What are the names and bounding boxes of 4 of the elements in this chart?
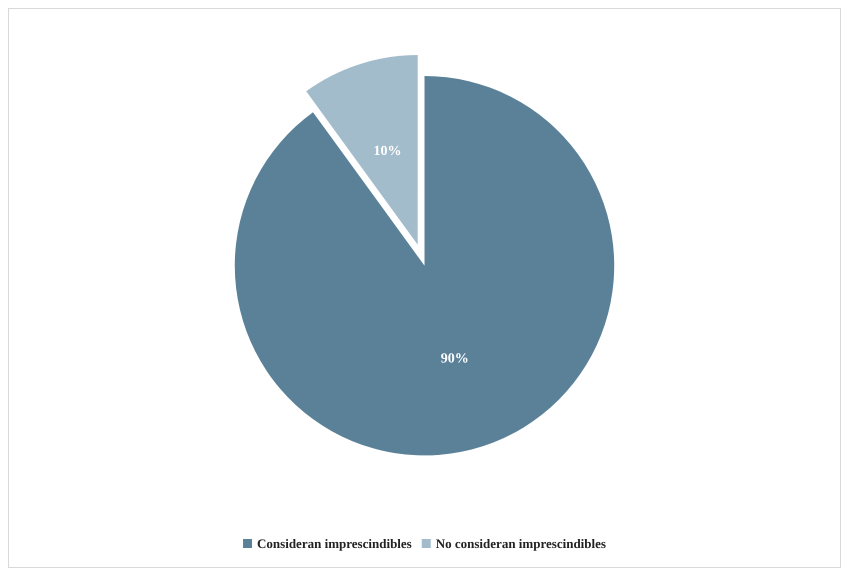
legend-label: No consideran imprescindibles bbox=[436, 536, 606, 551]
data-label: 90% bbox=[440, 351, 469, 366]
legend-label: Consideran imprescindibles bbox=[257, 536, 412, 551]
data-label: 10% bbox=[373, 144, 402, 160]
